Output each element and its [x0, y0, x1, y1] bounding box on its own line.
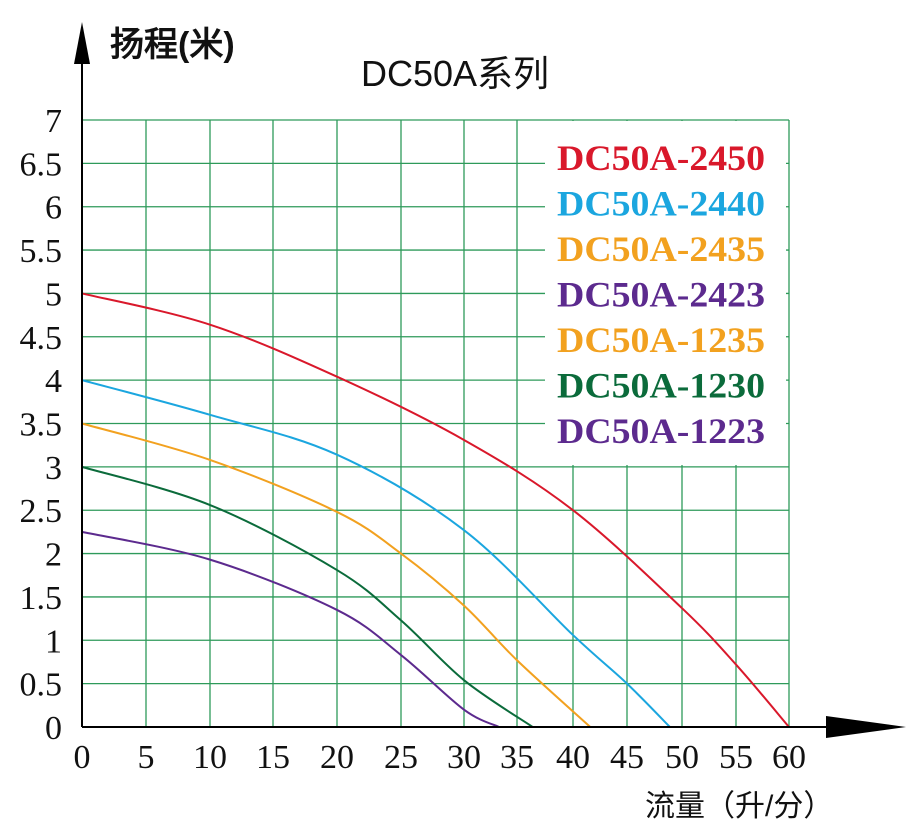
- y-tick-label: 0: [45, 710, 62, 747]
- y-tick-label: 3: [45, 450, 62, 487]
- x-tick-label: 45: [610, 739, 644, 776]
- y-tick-label: 5: [45, 276, 62, 313]
- y-tick-label: 1.5: [20, 580, 63, 617]
- y-tick-label: 5.5: [20, 233, 63, 270]
- x-axis-arrow-icon: [826, 716, 906, 738]
- x-tick-label: 20: [320, 739, 354, 776]
- y-tick-label: 0.5: [20, 667, 63, 704]
- series-curve: [81, 465, 534, 728]
- series-curve: [81, 379, 671, 728]
- x-tick-label: 35: [500, 739, 534, 776]
- y-axis-title: 扬程(米): [110, 26, 235, 64]
- x-tick-label: 15: [256, 739, 290, 776]
- legend-entry: DC50A-1223: [557, 411, 765, 451]
- series-curve: [81, 422, 591, 728]
- legend: DC50A-2450 DC50A-2440 DC50A-2435 DC50A-2423…: [557, 138, 765, 451]
- x-tick-label: 0: [74, 739, 91, 776]
- x-tick-label: 60: [772, 739, 806, 776]
- legend-box: [545, 121, 786, 465]
- x-tick-label: 55: [719, 739, 753, 776]
- x-tick-label: 10: [193, 739, 227, 776]
- chart-title: DC50A系列: [361, 53, 549, 94]
- x-tick-label: 30: [447, 739, 481, 776]
- y-tick-label: 4: [45, 363, 62, 400]
- legend-entry: DC50A-2423: [557, 275, 765, 315]
- x-tick-label: 50: [665, 739, 699, 776]
- x-axis-title: 流量（升/分）: [645, 790, 833, 823]
- legend-entry: DC50A-1230: [557, 366, 765, 406]
- x-tick-label: 40: [556, 739, 590, 776]
- legend-entry: DC50A-2450: [557, 138, 765, 178]
- y-tick-label: 1: [45, 623, 62, 660]
- y-tick-label: 2.5: [20, 493, 63, 530]
- series-curve: [81, 292, 790, 728]
- y-tick-labels: 0 0.5 1 1.5 2 2.5 3 3.5 4 4.5 5 5.5 6 6.5 7: [20, 103, 63, 747]
- legend-entry: DC50A-2435: [557, 229, 765, 269]
- y-tick-label: 3.5: [20, 407, 63, 444]
- axes: [74, 22, 906, 738]
- x-tick-label: 5: [138, 739, 155, 776]
- y-tick-label: 4.5: [20, 320, 63, 357]
- x-tick-labels: 0 5 10 15 20 25 30 35 40 45 50 55 60: [74, 739, 807, 776]
- x-tick-label: 25: [384, 739, 418, 776]
- y-tick-label: 7: [45, 103, 62, 140]
- y-tick-label: 6: [45, 190, 62, 227]
- y-tick-label: 6.5: [20, 146, 63, 183]
- legend-entry: DC50A-1235: [557, 320, 765, 360]
- series-curve: [81, 530, 500, 728]
- legend-entry: DC50A-2440: [557, 184, 765, 224]
- y-tick-label: 2: [45, 537, 62, 574]
- curves: [81, 292, 790, 728]
- y-axis-arrow-icon: [74, 22, 90, 64]
